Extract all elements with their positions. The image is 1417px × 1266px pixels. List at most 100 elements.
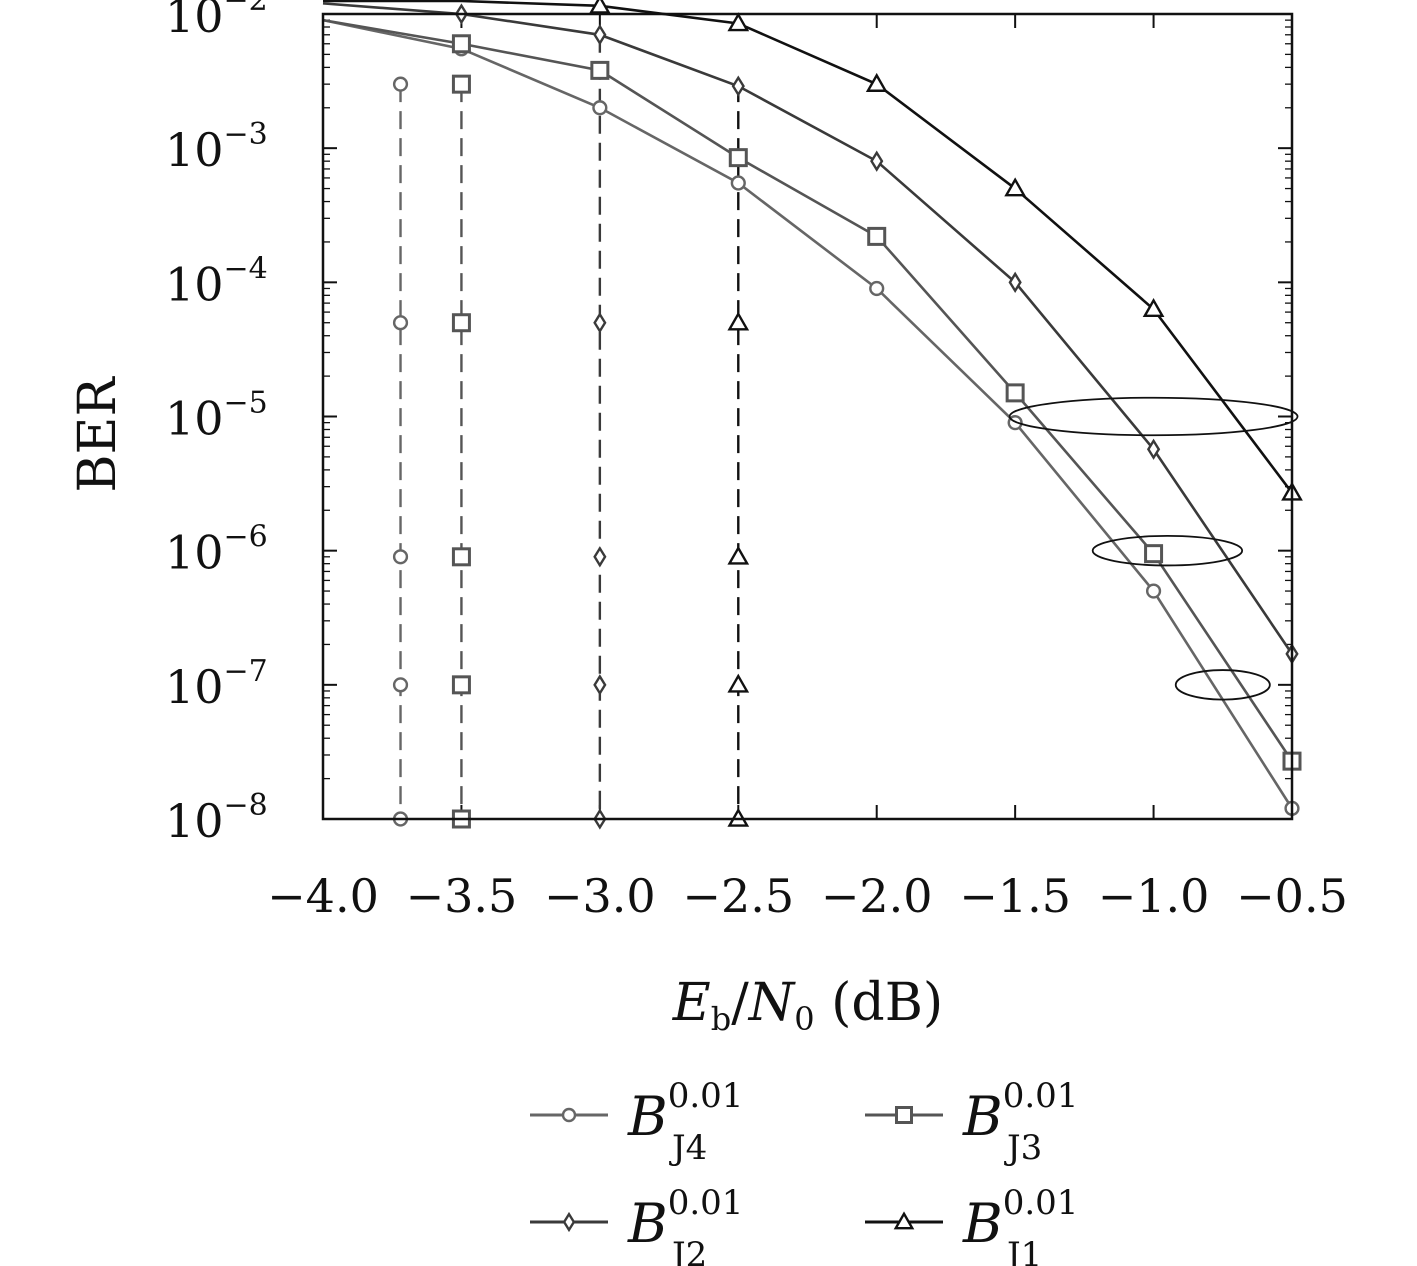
data-point (593, 24, 607, 46)
ellipse-annotation (1008, 396, 1299, 437)
y-tick-exponent: −6 (224, 520, 268, 555)
y-tick-exponent: −5 (224, 386, 268, 421)
tick-labels: 10−210−310−410−510−610−710−8−4.0 −3.5 −3.0… (165, 0, 1348, 923)
data-point (727, 12, 750, 32)
data-point (865, 72, 888, 92)
series-line (323, 0, 1294, 494)
y-tick-base: 10 (165, 0, 224, 43)
legend-marker (562, 1211, 576, 1233)
x-axis-label: Eb/N0 (dB) (672, 973, 943, 1038)
threshold-lines (392, 34, 750, 830)
data-point (728, 148, 748, 168)
legend-sup: 0.01 (1003, 1076, 1079, 1116)
data-point (731, 75, 745, 97)
legend-sub: J2 (669, 1235, 707, 1266)
data-point (1004, 177, 1027, 197)
data-point (730, 175, 746, 191)
threshold-marker (727, 545, 750, 565)
y-tick-base: 10 (165, 526, 224, 580)
x-tick-label: −1.5 (959, 869, 1071, 923)
threshold-marker (727, 311, 750, 331)
data-point (1142, 298, 1165, 318)
data-point (867, 226, 887, 246)
data-point (1146, 438, 1161, 460)
x-tick-label: −0.5 (1236, 869, 1348, 923)
threshold-marker (593, 674, 607, 696)
ellipse-annotation (1091, 535, 1244, 567)
x-label-sub-main: b (711, 1000, 731, 1038)
y-tick-exponent: −7 (224, 654, 268, 689)
series-line (322, 18, 1294, 762)
threshold-marker (593, 546, 607, 568)
legend-entry: B0.01 J1 (962, 1183, 1078, 1266)
y-tick-base: 10 (165, 660, 224, 714)
x-label-unit: (dB) (815, 973, 944, 1033)
data-point (1005, 383, 1025, 403)
y-tick-label: 10−8 (165, 788, 268, 848)
legend-sup: 0.01 (1003, 1183, 1079, 1223)
x-label-denom: N (747, 973, 796, 1033)
x-tick-label: −3.0 (544, 869, 656, 923)
data-point (869, 280, 885, 297)
data-point (592, 100, 608, 116)
threshold-marker (392, 315, 409, 331)
data-point (1144, 544, 1164, 564)
x-label-sub-denom: 0 (794, 1000, 814, 1038)
ellipse-annotations (1008, 396, 1299, 701)
data-point (451, 34, 471, 54)
legend-sup: 0.01 (668, 1183, 744, 1223)
legend-entry: B0.01 J3 (962, 1076, 1078, 1168)
threshold-marker (392, 677, 409, 693)
x-axis-ticks (322, 14, 1293, 819)
y-axis-ticks (323, 13, 1292, 820)
data-point (1145, 583, 1162, 599)
x-label-slash: / (731, 973, 749, 1033)
legend-sub: J1 (1004, 1235, 1042, 1266)
legend-base: B (962, 1085, 1003, 1148)
y-tick-base: 10 (165, 794, 224, 848)
legend-marker (895, 1106, 913, 1124)
y-tick-label: 10−5 (165, 386, 268, 446)
data-point (590, 60, 610, 80)
data-point (870, 150, 884, 172)
legend-entry: B0.01 J4 (627, 1076, 743, 1168)
y-tick-base: 10 (165, 257, 224, 311)
y-tick-label: 10−2 (165, 0, 268, 43)
legend-entry: B0.01 J2 (627, 1183, 743, 1266)
threshold-marker (451, 675, 471, 695)
y-tick-base: 10 (165, 123, 224, 177)
y-tick-exponent: −8 (224, 788, 268, 823)
y-tick-label: 10−3 (165, 117, 268, 177)
y-tick-exponent: −4 (224, 251, 268, 286)
legend-base: B (627, 1192, 668, 1255)
x-tick-label: −2.5 (682, 869, 794, 923)
threshold-marker (451, 547, 471, 567)
legend-sub: J4 (669, 1128, 707, 1168)
threshold-marker (727, 673, 750, 693)
x-tick-label: −4.0 (267, 869, 379, 923)
legend-base: B (627, 1085, 668, 1148)
y-tick-exponent: −2 (224, 0, 268, 18)
threshold-marker (593, 312, 607, 334)
threshold-marker (451, 313, 471, 333)
data-point (1008, 271, 1022, 294)
threshold-marker (392, 549, 409, 565)
threshold-marker (392, 76, 409, 92)
y-tick-label: 10−4 (165, 251, 268, 311)
legend-sup: 0.01 (668, 1076, 744, 1116)
x-tick-label: −3.5 (406, 869, 518, 923)
plot-frame (321, 12, 1294, 821)
legend-base: B (962, 1192, 1003, 1255)
y-tick-exponent: −3 (224, 117, 268, 152)
legend-marker (893, 1211, 915, 1230)
y-axis-label: BER (68, 375, 128, 492)
ellipse-annotation (1174, 669, 1271, 701)
x-tick-label: −1.0 (1098, 869, 1210, 923)
y-tick-label: 10−7 (165, 654, 268, 714)
y-tick-base: 10 (165, 392, 224, 446)
series-line (322, 2, 1294, 655)
y-tick-label: 10−6 (165, 520, 268, 580)
threshold-marker (451, 74, 471, 94)
